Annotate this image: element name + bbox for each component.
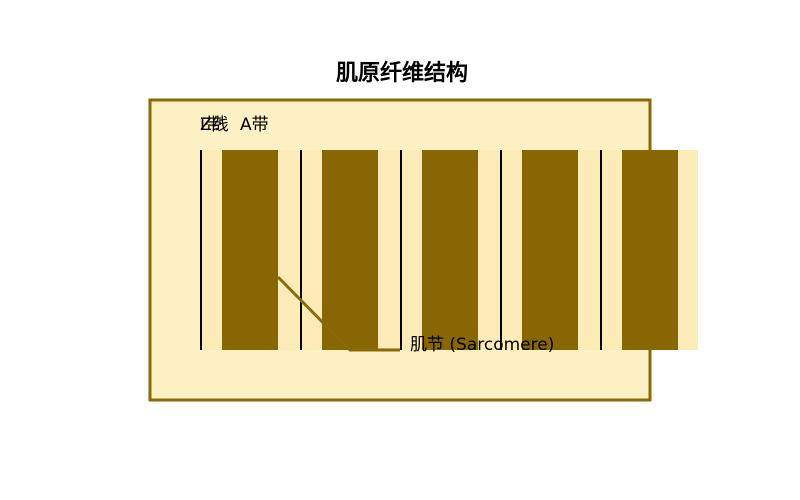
diagram-title: 肌原纤维结构	[336, 60, 468, 86]
a-band	[222, 150, 278, 350]
a-band	[322, 150, 378, 350]
z-line-label: Z线	[200, 115, 229, 135]
a-band	[422, 150, 478, 350]
sarcomere-pointer-line	[276, 275, 400, 352]
sarcomere-label: 肌节 (Sarcomere)	[410, 335, 554, 355]
a-band	[522, 150, 578, 350]
a-band-label: A带	[240, 115, 269, 135]
myofibril-strip	[200, 150, 698, 350]
i-band-label: I带	[200, 115, 222, 135]
a-band	[622, 150, 678, 350]
